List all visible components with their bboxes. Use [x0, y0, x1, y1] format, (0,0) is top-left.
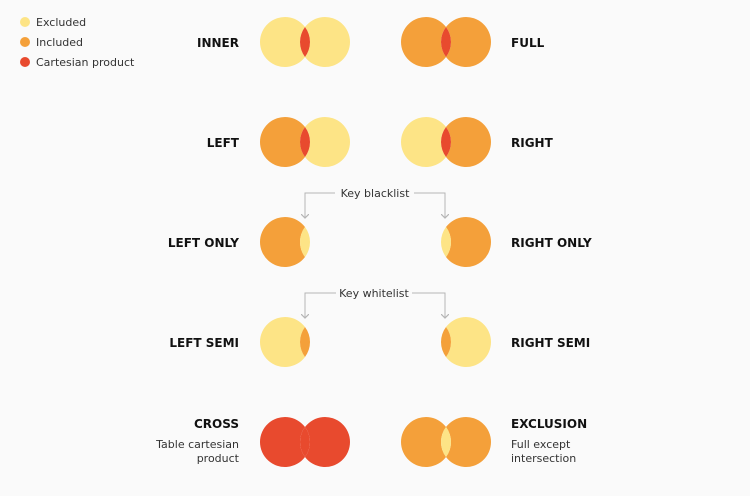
venn-right-semi-left-circle [401, 317, 446, 367]
venn-left-semi-right-circle [305, 317, 350, 367]
venn-left [259, 117, 350, 167]
venn-left-only [259, 217, 350, 267]
bracket-whitelist-line [305, 292, 336, 318]
legend-label-excluded: Excluded [36, 16, 86, 29]
bracket-blacklist-line [305, 192, 335, 218]
venn-left-only-left-circle [259, 217, 305, 267]
venn-right-semi-right-circle [446, 317, 491, 367]
venn-right-semi-overlap [441, 327, 452, 357]
legend-swatch-included [20, 37, 30, 47]
venn-left-semi-left-circle [259, 317, 305, 368]
venn-right-overlap [441, 127, 452, 157]
venn-exclusion-left-circle [401, 417, 446, 467]
venn-left-only-right-circle [305, 217, 350, 267]
bracket-blacklist-label: Key blacklist [341, 187, 410, 200]
legend-item-cartesian: Cartesian product [20, 56, 135, 69]
venn-exclusion-overlap [441, 427, 451, 457]
join-sublabel-exclusion-line2: intersection [511, 452, 576, 465]
venn-left-semi-overlap [300, 327, 310, 357]
venn-right-only [401, 217, 491, 267]
venn-exclusion-right-circle [446, 417, 492, 467]
venn-right-right-circle [446, 117, 491, 167]
venn-right-only-overlap [441, 227, 452, 257]
join-label-left: LEFT [207, 136, 240, 150]
join-label-exclusion: EXCLUSION [511, 417, 587, 431]
join-sublabel-exclusion-line1: Full except [511, 438, 571, 451]
venn-left-right-circle [305, 117, 350, 167]
venn-full-left-circle [401, 17, 446, 67]
legend-swatch-cartesian [20, 57, 30, 67]
join-sublabel-cross-line1: Table cartesian [155, 438, 239, 451]
legend: Excluded Included Cartesian product [20, 16, 135, 69]
bracket-blacklist-line-right [414, 192, 445, 218]
venn-cross-left-circle [260, 417, 305, 468]
venn-full-overlap [441, 27, 452, 57]
join-label-full: FULL [511, 36, 545, 50]
venn-left-only-overlap [300, 227, 310, 257]
venn-cross-right-circle [305, 417, 350, 468]
bracket-whitelist-line-right [412, 292, 445, 318]
legend-label-cartesian: Cartesian product [36, 56, 135, 69]
join-label-cross: CROSS [194, 417, 239, 431]
join-label-inner: INNER [197, 36, 239, 50]
venn-full [401, 16, 491, 67]
venn-right-semi [401, 317, 491, 367]
join-label-right: RIGHT [511, 136, 554, 150]
legend-item-excluded: Excluded [20, 16, 86, 29]
venn-right-only-left-circle [401, 217, 446, 267]
join-label-right-only: RIGHT ONLY [511, 236, 592, 250]
bracket-key-blacklist: Key blacklist [305, 187, 445, 218]
venn-cross [260, 417, 350, 468]
venn-right-only-right-circle [446, 217, 491, 267]
venn-inner [259, 16, 350, 67]
join-label-left-semi: LEFT SEMI [169, 336, 239, 350]
venn-inner-left-circle [259, 17, 305, 67]
venn-right-left-circle [401, 117, 446, 167]
legend-item-included: Included [20, 36, 83, 49]
venn-exclusion [401, 417, 492, 467]
venn-left-left-circle [259, 117, 305, 167]
venn-cross-overlap [300, 427, 310, 457]
venn-right [401, 117, 491, 167]
venn-inner-right-circle [305, 16, 350, 67]
join-label-left-only: LEFT ONLY [168, 236, 239, 250]
venn-inner-overlap [300, 27, 310, 57]
venn-left-overlap [300, 127, 310, 157]
legend-label-included: Included [36, 36, 83, 49]
bracket-whitelist-label: Key whitelist [339, 287, 409, 300]
bracket-key-whitelist: Key whitelist [305, 287, 445, 318]
join-sublabel-cross-line2: product [197, 452, 240, 465]
venn-left-semi [259, 317, 350, 368]
join-label-right-semi: RIGHT SEMI [511, 336, 590, 350]
legend-swatch-excluded [20, 17, 30, 27]
venn-full-right-circle [446, 16, 491, 67]
